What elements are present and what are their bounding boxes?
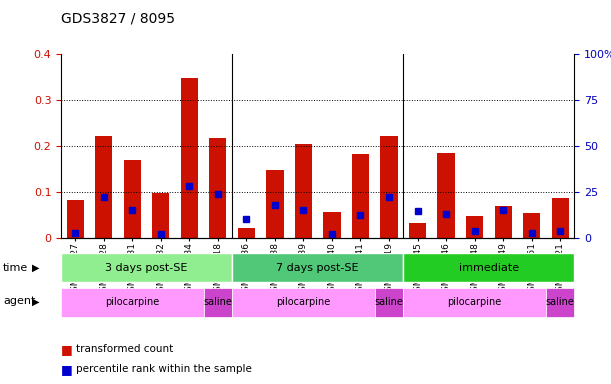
Bar — [523, 213, 540, 238]
Text: saline: saline — [203, 297, 232, 308]
Text: percentile rank within the sample: percentile rank within the sample — [76, 364, 252, 374]
Text: saline: saline — [546, 297, 574, 308]
Text: transformed count: transformed count — [76, 344, 174, 354]
Bar — [546, 288, 574, 317]
Text: ▶: ▶ — [32, 263, 39, 273]
Bar — [95, 136, 112, 238]
Text: ▶: ▶ — [32, 296, 39, 306]
Bar — [375, 288, 403, 317]
Bar — [552, 197, 569, 238]
Bar — [323, 212, 340, 238]
Text: pilocarpine: pilocarpine — [105, 297, 159, 308]
Bar — [352, 154, 369, 238]
Bar — [152, 193, 169, 238]
Bar — [437, 153, 455, 238]
Text: pilocarpine: pilocarpine — [276, 297, 331, 308]
Bar — [238, 228, 255, 238]
Bar — [203, 288, 232, 317]
Text: ■: ■ — [61, 363, 73, 376]
Text: immediate: immediate — [459, 263, 519, 273]
Bar — [409, 223, 426, 238]
Bar — [494, 206, 511, 238]
Bar — [181, 78, 198, 238]
Bar — [232, 288, 375, 317]
Text: agent: agent — [3, 296, 35, 306]
Bar — [232, 253, 403, 282]
Text: 3 days post-SE: 3 days post-SE — [106, 263, 188, 273]
Bar — [295, 144, 312, 238]
Text: pilocarpine: pilocarpine — [447, 297, 502, 308]
Bar — [466, 216, 483, 238]
Bar — [210, 137, 227, 238]
Bar — [124, 160, 141, 238]
Bar — [403, 253, 574, 282]
Text: saline: saline — [375, 297, 403, 308]
Bar — [381, 136, 398, 238]
Bar — [67, 200, 84, 238]
Bar — [61, 253, 232, 282]
Bar — [61, 288, 203, 317]
Text: time: time — [3, 263, 28, 273]
Bar — [266, 170, 284, 238]
Bar — [403, 288, 546, 317]
Text: ■: ■ — [61, 343, 73, 356]
Text: 7 days post-SE: 7 days post-SE — [276, 263, 359, 273]
Text: GDS3827 / 8095: GDS3827 / 8095 — [61, 12, 175, 25]
